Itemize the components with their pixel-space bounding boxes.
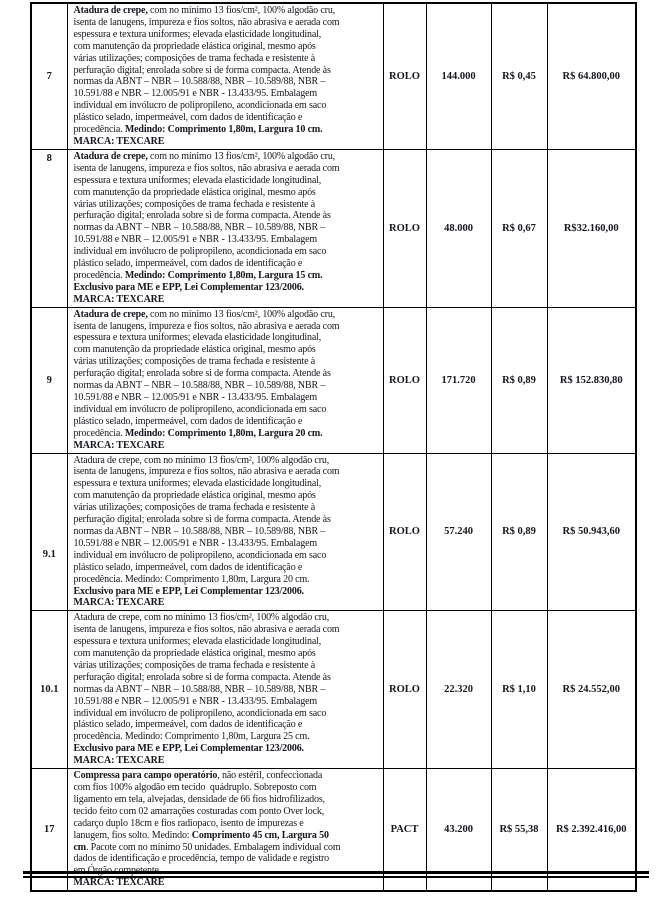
section-divider-rule xyxy=(23,871,649,878)
table-row: 9 Atadura de crepe, com no mínimo 13 fio… xyxy=(30,306,637,454)
unit-price-cell: R$ 0,89 xyxy=(490,306,548,454)
total-price-cell: R$ 152.830,80 xyxy=(546,306,637,454)
unit-cell: ROLO xyxy=(382,452,427,612)
item-number-cell: 7 xyxy=(30,2,68,150)
total-price-cell: R$ 24.552,00 xyxy=(546,610,637,770)
total-price-cell: R$ 64.800,00 xyxy=(546,2,637,150)
unit-cell: ROLO xyxy=(382,148,427,308)
unit-cell: ROLO xyxy=(382,306,427,454)
unit-price-cell: R$ 0,67 xyxy=(490,148,548,308)
quantity-cell: 144.000 xyxy=(425,2,492,150)
item-number-cell: 9 xyxy=(30,306,68,454)
table-row: 8 Atadura de crepe, com no mínimo 13 fio… xyxy=(30,148,637,308)
item-number-cell: 8 xyxy=(30,148,68,308)
unit-cell: ROLO xyxy=(382,2,427,150)
description-cell: Atadura de crepe, com no mínimo 13 fios/… xyxy=(66,148,384,308)
quantity-cell: 22.320 xyxy=(425,610,492,770)
table-row: 9.1 Atadura de crepe, com no mínimo 13 f… xyxy=(30,452,637,612)
description-cell: Atadura de crepe, com no mínimo 13 fios/… xyxy=(66,306,384,454)
total-price-cell: R$32.160,00 xyxy=(546,148,637,308)
unit-price-cell: R$ 0,45 xyxy=(490,2,548,150)
items-table: 7 Atadura de crepe, com no mínimo 13 fio… xyxy=(30,2,637,893)
quantity-cell: 48.000 xyxy=(425,148,492,308)
quantity-cell: 171.720 xyxy=(425,306,492,454)
description-cell: Atadura de crepe, com no mínimo 13 fios/… xyxy=(66,610,384,770)
quantity-cell: 57.240 xyxy=(425,452,492,612)
unit-price-cell: R$ 1,10 xyxy=(490,610,548,770)
item-number-cell: 9.1 xyxy=(30,452,68,612)
total-price-cell: R$ 50.943,60 xyxy=(546,452,637,612)
description-cell: Atadura de crepe, com no mínimo 13 fios/… xyxy=(66,452,384,612)
table-row: 7 Atadura de crepe, com no mínimo 13 fio… xyxy=(30,2,637,150)
unit-cell: ROLO xyxy=(382,610,427,770)
unit-price-cell: R$ 0,89 xyxy=(490,452,548,612)
table-row: 10.1 Atadura de crepe, com no mínimo 13 … xyxy=(30,610,637,770)
item-number-cell: 10.1 xyxy=(30,610,68,770)
description-cell: Atadura de crepe, com no mínimo 13 fios/… xyxy=(66,2,384,150)
